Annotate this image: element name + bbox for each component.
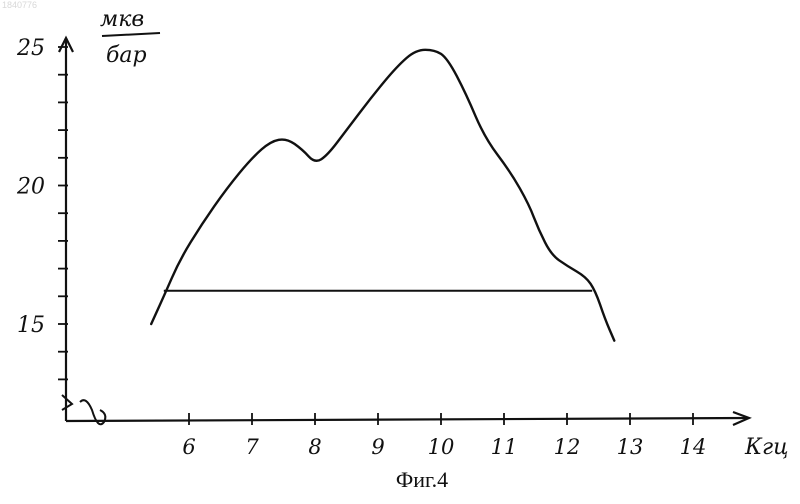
x-tick-label: 6: [182, 435, 195, 459]
x-tick-label: 10: [428, 435, 455, 459]
y-axis-unit-numerator: мкв: [100, 7, 144, 32]
response-curve: [151, 50, 614, 341]
x-tick-label: 9: [371, 435, 384, 459]
x-tick-label: 8: [308, 435, 321, 459]
x-axis-line: [66, 418, 748, 421]
y-tick-label: 20: [16, 175, 45, 200]
x-tick-label: 12: [554, 435, 581, 459]
x-axis-unit-label: Кгц: [744, 435, 789, 460]
y-axis-unit-denominator: бар: [106, 43, 147, 68]
figure-caption: Фиг.4: [396, 467, 448, 492]
y-tick-label: 25: [16, 36, 45, 61]
x-tick-label: 13: [617, 435, 644, 459]
x-tick-label: 11: [491, 435, 518, 459]
y-tick-label: 15: [17, 313, 45, 338]
chart-ticks: 15 20 25 6 7 8 9 10 11 12 13 14: [16, 36, 706, 459]
y-axis-unit-fraction-bar: [102, 33, 160, 36]
x-tick-label: 14: [680, 435, 707, 459]
x-tick-label: 7: [245, 435, 259, 459]
chart-axes: [59, 38, 749, 425]
chart-curve-layer: [151, 50, 614, 341]
